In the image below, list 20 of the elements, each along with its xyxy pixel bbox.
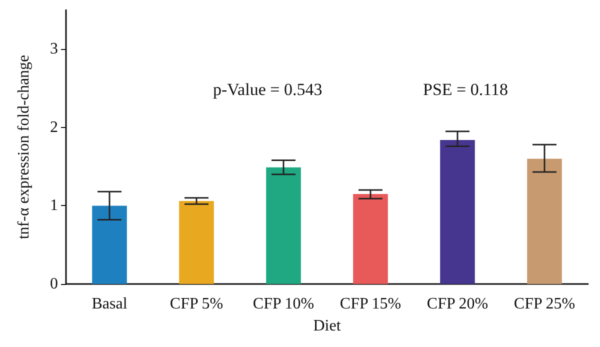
y-tick-label: 1 bbox=[50, 197, 58, 214]
bar bbox=[527, 158, 562, 284]
y-tick-label: 3 bbox=[50, 40, 58, 58]
bar bbox=[266, 167, 301, 284]
bar bbox=[353, 194, 388, 284]
bar bbox=[440, 140, 475, 284]
bar bbox=[92, 206, 127, 284]
x-tick-label: Basal bbox=[92, 296, 128, 312]
x-axis-title: Diet bbox=[313, 318, 342, 334]
bar bbox=[179, 201, 214, 284]
x-tick-label: CFP 20% bbox=[426, 296, 488, 312]
annotation: p-Value = 0.543 bbox=[213, 80, 322, 99]
x-tick-label: CFP 25% bbox=[514, 296, 576, 312]
x-tick-label: CFP 10% bbox=[252, 296, 314, 312]
y-tick-label: 0 bbox=[50, 276, 58, 292]
y-axis-title: tnf-α expression fold-change bbox=[16, 54, 32, 240]
x-tick-label: CFP 5% bbox=[170, 296, 224, 312]
y-tick-label: 2 bbox=[50, 118, 58, 136]
x-tick-label: CFP 15% bbox=[340, 296, 402, 312]
annotation: PSE = 0.118 bbox=[423, 80, 508, 99]
